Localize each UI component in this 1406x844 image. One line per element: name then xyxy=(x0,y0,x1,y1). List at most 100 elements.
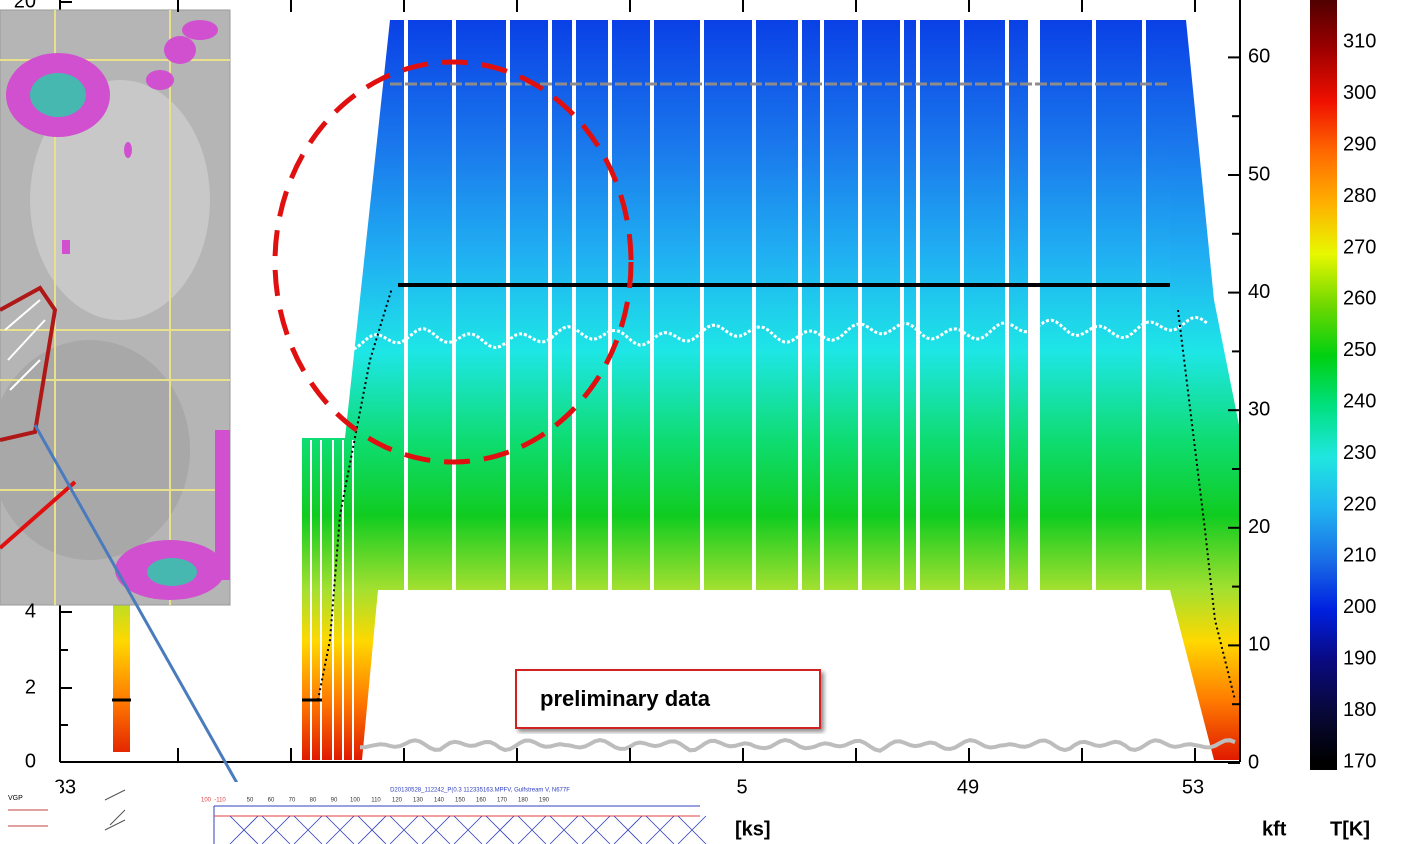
ascent-profile xyxy=(302,20,400,760)
colorbar-tick-label: 170 xyxy=(1343,750,1376,772)
pointer-arrow xyxy=(33,424,274,844)
inset-grid xyxy=(677,815,707,844)
data-gap xyxy=(858,20,862,590)
data-gap xyxy=(752,20,756,590)
inset-tick-label: 120 xyxy=(392,798,403,804)
right-tick-label: 20 xyxy=(1248,516,1270,538)
colorbar-tick-label: 300 xyxy=(1343,82,1376,104)
colorbar-tick-label: 260 xyxy=(1343,288,1376,310)
colorbar-tick-label: 280 xyxy=(1343,185,1376,207)
colorbar-tick-label: 190 xyxy=(1343,647,1376,669)
colorbar-tick-label: 180 xyxy=(1343,699,1376,721)
inset-grid xyxy=(645,815,675,844)
left-tick-label: 20 xyxy=(14,0,36,12)
inset-tick-label: 130 xyxy=(413,798,424,804)
temperature-curtain xyxy=(113,20,1240,760)
inset-header: D20130528_112242_P(0.3 112335163.MPFV, G… xyxy=(390,788,570,794)
annotation: preliminary data xyxy=(540,686,711,711)
inset-grid xyxy=(613,815,643,844)
inset-tick-label: 100 xyxy=(201,798,212,804)
descent-profile xyxy=(1170,20,1240,760)
inset-tick-label: 100 xyxy=(350,798,361,804)
inset-tick-label: 90 xyxy=(331,798,338,804)
right-tick-label: 10 xyxy=(1248,634,1270,656)
left-tick-label: 4 xyxy=(25,600,36,622)
inset-tick-label: 50 xyxy=(247,798,254,804)
data-gap xyxy=(820,20,824,590)
inset-grid xyxy=(293,815,323,844)
right-tick-label: 30 xyxy=(1248,398,1270,420)
data-gap xyxy=(404,20,408,590)
colorbar-tick-label: 220 xyxy=(1343,493,1376,515)
data-gap xyxy=(916,20,920,590)
inset-grid xyxy=(549,815,579,844)
data-gap xyxy=(572,20,576,590)
inset-grid xyxy=(517,815,547,844)
inset-grid xyxy=(325,815,355,844)
inset-grid xyxy=(581,815,611,844)
inset-tick-label: 140 xyxy=(434,798,445,804)
ascent-trace xyxy=(317,287,393,701)
inset-corner: VGP xyxy=(8,795,23,802)
data-gap xyxy=(1028,20,1040,590)
data-gap xyxy=(452,20,456,590)
inset-grid xyxy=(389,815,419,844)
satellite-image xyxy=(0,9,231,606)
inset-tick-label: 170 xyxy=(497,798,508,804)
inset-tick-label: 150 xyxy=(455,798,466,804)
colorbar-tick-label: 320 xyxy=(1343,0,1376,1)
data-gap xyxy=(1005,20,1009,590)
curtain-body xyxy=(400,20,1170,590)
data-gap xyxy=(608,20,612,590)
inset-tick-label: 70 xyxy=(289,798,296,804)
colorbar-tick-label: 240 xyxy=(1343,390,1376,412)
inset-tick-label: 160 xyxy=(476,798,487,804)
colorbar-tick-label: 310 xyxy=(1343,31,1376,53)
tropopause-trace xyxy=(339,315,1209,352)
inset-grid xyxy=(421,815,451,844)
right-axis-unit: kft xyxy=(1262,818,1287,840)
data-gap xyxy=(798,20,802,590)
x-axis-unit: [ks] xyxy=(735,818,771,840)
highlight-circle xyxy=(272,59,634,465)
data-gap xyxy=(900,20,904,590)
descent-trace xyxy=(1177,309,1236,701)
right-tick-label: 0 xyxy=(1248,751,1259,773)
inset-tick-label: 110 xyxy=(371,798,381,804)
colorbar-unit: T[K] xyxy=(1330,818,1370,840)
inset-tick-label: 190 xyxy=(539,798,550,804)
data-gap xyxy=(1142,20,1146,590)
colorbar-tick-label: 230 xyxy=(1343,442,1376,464)
surface-profile xyxy=(113,600,130,752)
annotation-box xyxy=(515,669,821,729)
inset-tick-label: 60 xyxy=(268,798,275,804)
inset-grid xyxy=(485,815,515,844)
right-tick-label: 40 xyxy=(1248,281,1270,303)
left-tick-label: 0 xyxy=(25,750,36,772)
colorbar-tick-label: 290 xyxy=(1343,133,1376,155)
left-tick-label: 2 xyxy=(25,676,36,698)
colorbar-tick-label: 200 xyxy=(1343,596,1376,618)
pointer-line xyxy=(0,480,77,550)
x-tick-label: 53 xyxy=(1182,776,1204,798)
data-gap xyxy=(352,440,354,760)
skewt-inset: D20130528_112242_P(0.3 112335163.MPFV, G… xyxy=(0,782,707,844)
data-gap xyxy=(342,440,344,760)
colorbar xyxy=(1310,0,1337,770)
inset-grid xyxy=(357,815,387,844)
x-tick-label: 5 xyxy=(736,776,747,798)
colorbar-tick-label: 270 xyxy=(1343,236,1376,258)
inset-tick-label: 180 xyxy=(518,798,529,804)
inset-grid xyxy=(453,815,483,844)
data-gap xyxy=(650,20,654,590)
data-gap xyxy=(960,20,964,590)
inset-tick-label: -110 xyxy=(214,798,226,804)
data-gap xyxy=(700,20,704,590)
data-gap xyxy=(310,440,312,760)
x-tick-label: 49 xyxy=(957,776,979,798)
right-tick-label: 60 xyxy=(1248,46,1270,68)
colorbar-tick-label: 250 xyxy=(1343,339,1376,361)
data-gap xyxy=(1092,20,1096,590)
inset-grid xyxy=(229,815,259,844)
inset-grid xyxy=(261,815,291,844)
